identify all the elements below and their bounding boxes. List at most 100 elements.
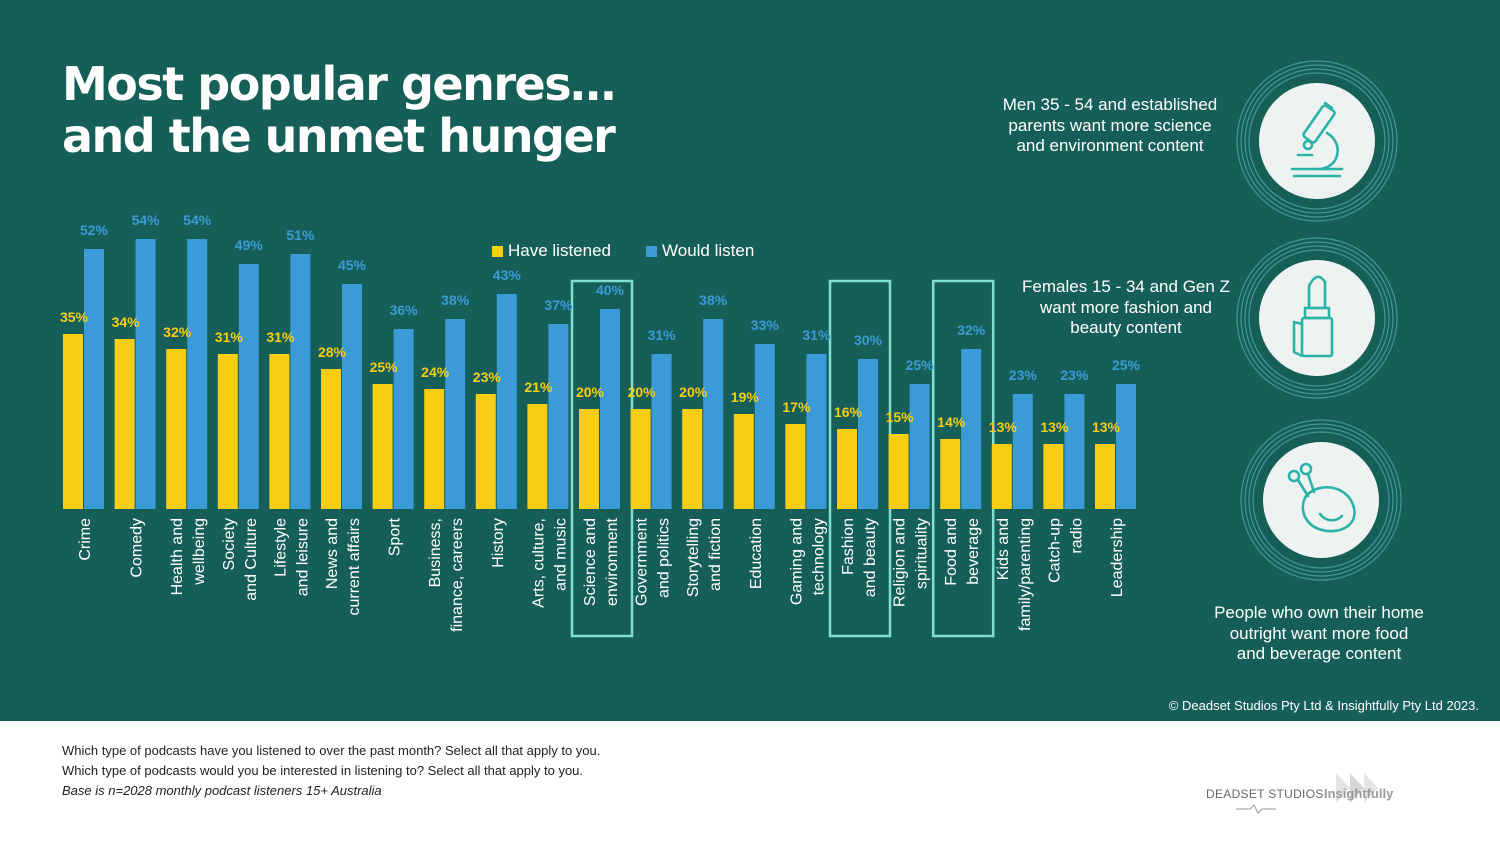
lipstick-icon xyxy=(1232,236,1402,406)
data-label-would-listen: 33% xyxy=(751,317,780,333)
callout-line: beauty content xyxy=(1070,318,1182,337)
data-label-would-listen: 25% xyxy=(1112,357,1141,373)
data-label-would-listen: 38% xyxy=(441,292,470,308)
legend-have-listened: Have listened xyxy=(492,241,611,261)
data-label-have-listened: 20% xyxy=(628,384,657,400)
footnote-question-2: Which type of podcasts would you be inte… xyxy=(62,763,584,778)
bar-would-listen xyxy=(858,359,878,509)
category-label-line: History xyxy=(490,518,507,568)
category-label-line: and politics xyxy=(656,518,673,598)
category-label: Society and Culture xyxy=(221,518,260,601)
category-label-line: radio xyxy=(1068,518,1085,554)
category-label: Education xyxy=(748,518,765,589)
category-label: Government and politics xyxy=(634,517,673,606)
category-label: Health and wellbeing xyxy=(169,518,208,595)
category-label-line: Education xyxy=(748,518,765,589)
category-label: Storytelling and fiction xyxy=(685,518,724,597)
category-label-line: News and xyxy=(324,518,341,589)
category-label-line: Fashion xyxy=(840,518,857,575)
category-label: History xyxy=(490,518,507,568)
footnotes: Which type of podcasts have you listened… xyxy=(62,741,600,801)
category-label-line: Comedy xyxy=(129,518,146,578)
bar-would-listen xyxy=(754,344,775,509)
category-label-line: Leadership xyxy=(1109,518,1126,597)
category-label: Business, finance, careers xyxy=(427,518,466,632)
callout-food: People who own their home outright want … xyxy=(1190,603,1448,665)
legend-label-have-listened: Have listened xyxy=(508,241,612,260)
bar-would-listen xyxy=(1012,394,1033,509)
bar-would-listen xyxy=(187,239,208,509)
data-label-have-listened: 31% xyxy=(215,329,244,345)
bar-have-listened xyxy=(837,429,857,509)
callout-line: and environment content xyxy=(1016,136,1204,155)
bar-have-listened xyxy=(321,369,341,509)
bar-have-listened xyxy=(888,434,909,509)
data-label-would-listen: 31% xyxy=(802,327,831,343)
data-label-would-listen: 38% xyxy=(699,292,728,308)
category-label-line: and beauty xyxy=(862,518,879,597)
category-label-line: environment xyxy=(604,517,621,606)
callout-science: Men 35 - 54 and established parents want… xyxy=(985,95,1235,157)
category-label-line: current affairs xyxy=(346,518,363,616)
data-label-would-listen: 40% xyxy=(596,282,625,298)
category-label-line: Arts, culture, xyxy=(530,518,547,608)
bar-have-listened xyxy=(630,409,651,509)
data-label-have-listened: 34% xyxy=(112,314,141,330)
page-title: Most popular genres… and the unmet hunge… xyxy=(62,58,616,163)
callout-line: and beverage content xyxy=(1236,644,1402,663)
bar-would-listen xyxy=(342,284,362,509)
bar-would-listen xyxy=(393,329,414,509)
category-label-line: and Culture xyxy=(243,518,260,601)
data-label-have-listened: 21% xyxy=(524,379,553,395)
category-label-line: family/parenting xyxy=(1017,518,1034,631)
data-label-would-listen: 32% xyxy=(957,322,986,338)
category-label: Leadership xyxy=(1109,518,1126,597)
data-label-have-listened: 35% xyxy=(60,309,89,325)
category-label-line: technology xyxy=(810,518,827,595)
category-label: Arts, culture, and music xyxy=(530,518,569,608)
data-label-have-listened: 20% xyxy=(576,384,605,400)
bar-would-listen xyxy=(135,239,156,509)
title-line-2: and the unmet hunger xyxy=(62,109,616,163)
data-label-would-listen: 43% xyxy=(493,267,522,283)
data-label-would-listen: 52% xyxy=(80,222,109,238)
category-label-line: Crime xyxy=(77,518,94,561)
data-label-have-listened: 32% xyxy=(163,324,192,340)
data-label-would-listen: 37% xyxy=(544,297,573,313)
data-label-would-listen: 30% xyxy=(854,332,883,348)
bar-have-listened xyxy=(785,424,806,509)
bar-would-listen xyxy=(290,254,311,509)
data-label-have-listened: 15% xyxy=(886,409,915,425)
category-label: Kids and family/parenting xyxy=(995,518,1034,631)
bar-would-listen xyxy=(961,349,982,509)
bar-have-listened xyxy=(372,384,393,509)
callout-line: Females 15 - 34 and Gen Z xyxy=(1022,277,1230,296)
legend-would-listen: Would listen xyxy=(646,241,754,261)
category-label-line: Gaming and xyxy=(788,518,805,605)
data-label-would-listen: 51% xyxy=(286,227,315,243)
insightfully-logo: Insightfully xyxy=(1324,786,1394,801)
data-label-have-listened: 13% xyxy=(1092,419,1121,435)
data-label-would-listen: 31% xyxy=(648,327,677,343)
category-label-line: Science and xyxy=(582,518,599,606)
callout-line: parents want more science xyxy=(1008,115,1212,135)
bar-have-listened xyxy=(424,389,445,509)
category-label: Religion and spirituality xyxy=(892,518,931,607)
category-label-line: Society xyxy=(221,518,238,570)
bar-would-listen xyxy=(1116,384,1136,509)
copyright: © Deadset Studios Pty Ltd & Insightfully… xyxy=(1168,698,1479,713)
data-label-have-listened: 19% xyxy=(731,389,760,405)
bar-would-listen xyxy=(84,249,104,509)
data-label-have-listened: 25% xyxy=(370,359,399,375)
bar-have-listened xyxy=(217,354,238,509)
deadset-logo-wave-icon xyxy=(1236,804,1276,814)
callout-line: Men 35 - 54 and established xyxy=(1002,95,1218,114)
bar-would-listen xyxy=(445,319,466,509)
category-label: Sport xyxy=(387,517,404,556)
data-label-have-listened: 14% xyxy=(937,414,966,430)
category-label: Food and beverage xyxy=(943,518,982,586)
category-label-line: Storytelling xyxy=(685,518,702,597)
data-label-have-listened: 17% xyxy=(782,399,811,415)
bar-have-listened xyxy=(1095,444,1115,509)
bar-have-listened xyxy=(475,394,496,509)
